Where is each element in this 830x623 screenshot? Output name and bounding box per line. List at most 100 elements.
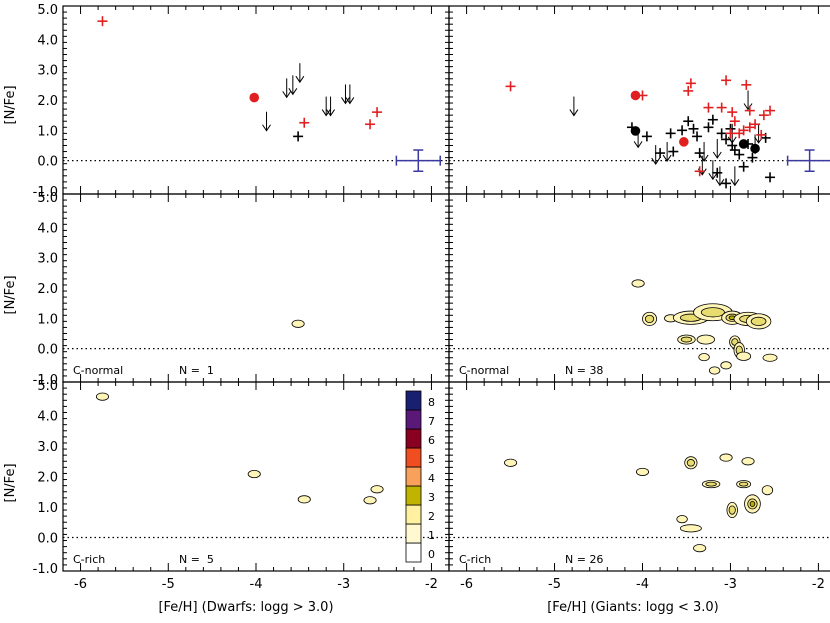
y-tick-label: 1.0 — [37, 501, 58, 516]
c-rich-point — [97, 16, 108, 27]
c-rich-point — [685, 78, 696, 89]
upper-limit-arrow — [743, 90, 753, 111]
upper-limit-arrow — [321, 96, 331, 117]
contour-level-2 — [686, 459, 695, 467]
contour-level-2 — [644, 314, 655, 323]
x-tick-label: -3 — [724, 577, 737, 592]
contour-blob — [720, 361, 732, 370]
colorbar-swatch — [405, 542, 422, 563]
upper-limit-arrow — [662, 142, 672, 162]
c-normal-point — [677, 125, 688, 136]
contour-level-2 — [700, 307, 725, 318]
upper-limit-arrow-head — [282, 91, 292, 99]
colorbar-label: 5 — [428, 453, 435, 466]
x-axis-label-dwarfs: [Fe/H] (Dwarfs: logg > 3.0) — [158, 600, 333, 615]
colorbar-swatch — [405, 523, 422, 544]
c-normal-point — [765, 172, 776, 183]
panel-frame — [448, 193, 830, 383]
panel-giants-all — [448, 5, 830, 195]
y-tick-label: 3.0 — [37, 64, 58, 79]
upper-limit-arrow-head — [288, 88, 298, 96]
x-tick-label: -2 — [812, 577, 825, 592]
x-tick-label: -5 — [162, 577, 175, 592]
contour-blob — [719, 453, 733, 462]
upper-limit-arrow — [326, 96, 335, 117]
colorbar-swatch — [405, 466, 422, 487]
c-normal-filled-point — [738, 139, 749, 149]
panel-count-label: N = 5 — [179, 553, 214, 566]
c-normal-point — [655, 148, 666, 159]
y-axis-label-middle: [N/Fe] — [3, 275, 18, 314]
upper-limit-arrow-head — [262, 124, 271, 132]
contour-blob — [698, 353, 710, 362]
upper-limit-arrow-head — [699, 154, 709, 162]
c-rich-point — [738, 125, 749, 136]
panel-dwarfs-all: -1.0 0.0 1.0 2.0 3.0 4.0 5.0 — [33, 3, 450, 200]
upper-limit-arrow-head — [341, 97, 350, 105]
contour-level-2 — [750, 316, 767, 326]
contour-level-2 — [739, 481, 749, 487]
contour-level-1 — [761, 485, 774, 496]
panel-plot-area — [449, 75, 830, 189]
panel-plot-area — [449, 453, 830, 553]
contour-blob — [363, 496, 377, 505]
contour-blob — [291, 319, 305, 328]
c-rich-point — [750, 119, 761, 130]
contour-level-1 — [736, 351, 752, 361]
upper-limit-arrow — [262, 111, 271, 132]
contour-level-3 — [749, 500, 756, 507]
y-axis-label-bottom: [N/Fe] — [3, 463, 18, 502]
c-rich-point — [744, 122, 755, 133]
upper-limit-arrow — [341, 84, 350, 105]
upper-limit-arrow — [651, 145, 661, 165]
upper-limit-arrow-head — [321, 109, 331, 117]
x-tick-label: -3 — [337, 577, 350, 592]
contour-blob — [297, 495, 311, 504]
upper-limit-arrow — [712, 139, 722, 159]
colorbar-swatch — [405, 485, 422, 506]
contour-blob — [745, 313, 772, 330]
upper-limit-arrow — [295, 63, 305, 84]
c-normal-filled-point — [750, 143, 760, 154]
contour-level-1 — [631, 279, 645, 288]
y-tick-label: 5.0 — [37, 191, 58, 206]
colorbar-label: 1 — [428, 529, 435, 542]
upper-limit-arrow-head — [708, 172, 718, 181]
colorbar-swatch — [405, 447, 422, 468]
contour-blob — [677, 334, 696, 345]
upper-limit-arrow-head — [326, 109, 335, 117]
panel-category-label: C-normal — [73, 364, 123, 377]
colorbar-swatch — [405, 409, 422, 430]
c-normal-filled-point — [630, 126, 641, 136]
panels-layer: -1.00.01.02.03.04.05.0-1.00.01.02.03.04.… — [33, 3, 830, 592]
upper-limit-arrow — [282, 78, 292, 99]
y-tick-label: 4.0 — [37, 221, 58, 236]
c-rich-point — [756, 129, 767, 140]
panel-frame — [62, 193, 450, 383]
upper-limit-arrow-head — [651, 157, 661, 165]
x-tick-label: -2 — [425, 577, 438, 592]
c-rich-filled-point — [679, 137, 689, 147]
c-rich-point — [725, 128, 736, 139]
c-normal-point — [683, 116, 694, 127]
c-normal-point — [293, 131, 304, 142]
c-rich-point — [716, 102, 727, 113]
contour-blob — [708, 366, 721, 375]
panel-dwarfs-c-rich: -1.0 0.0 1.0 2.0 3.0 4.0 5.0 -6 -5 -4 -3 -2 C-rich N … — [33, 379, 450, 592]
upper-limit-arrow — [730, 166, 740, 187]
y-tick-label: 0.0 — [37, 531, 58, 546]
c-rich-point — [744, 105, 755, 116]
error-bar — [786, 149, 830, 173]
y-tick-label: -1.0 — [33, 185, 58, 200]
c-normal-point — [729, 145, 740, 156]
contour-blob — [741, 457, 755, 466]
upper-limit-arrow-head — [345, 97, 355, 105]
x-tick-label: -6 — [74, 577, 87, 592]
y-axis-label-top: [N/Fe] — [3, 85, 18, 124]
c-normal-point — [668, 146, 679, 157]
upper-limit-arrow — [569, 96, 579, 117]
c-rich-point — [694, 166, 705, 177]
contour-blob — [370, 485, 384, 494]
panel-category-label: C-rich — [73, 553, 105, 566]
contour-level-1 — [676, 515, 688, 524]
